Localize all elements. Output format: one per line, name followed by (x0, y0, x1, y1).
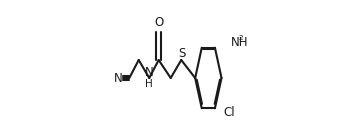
Text: Cl: Cl (223, 105, 235, 119)
Text: S: S (179, 46, 186, 59)
Text: H: H (145, 79, 153, 89)
Text: O: O (154, 16, 163, 29)
Text: $_2$: $_2$ (238, 33, 244, 43)
Text: NH: NH (231, 35, 249, 48)
Text: N: N (145, 65, 154, 79)
Text: N: N (114, 72, 123, 85)
